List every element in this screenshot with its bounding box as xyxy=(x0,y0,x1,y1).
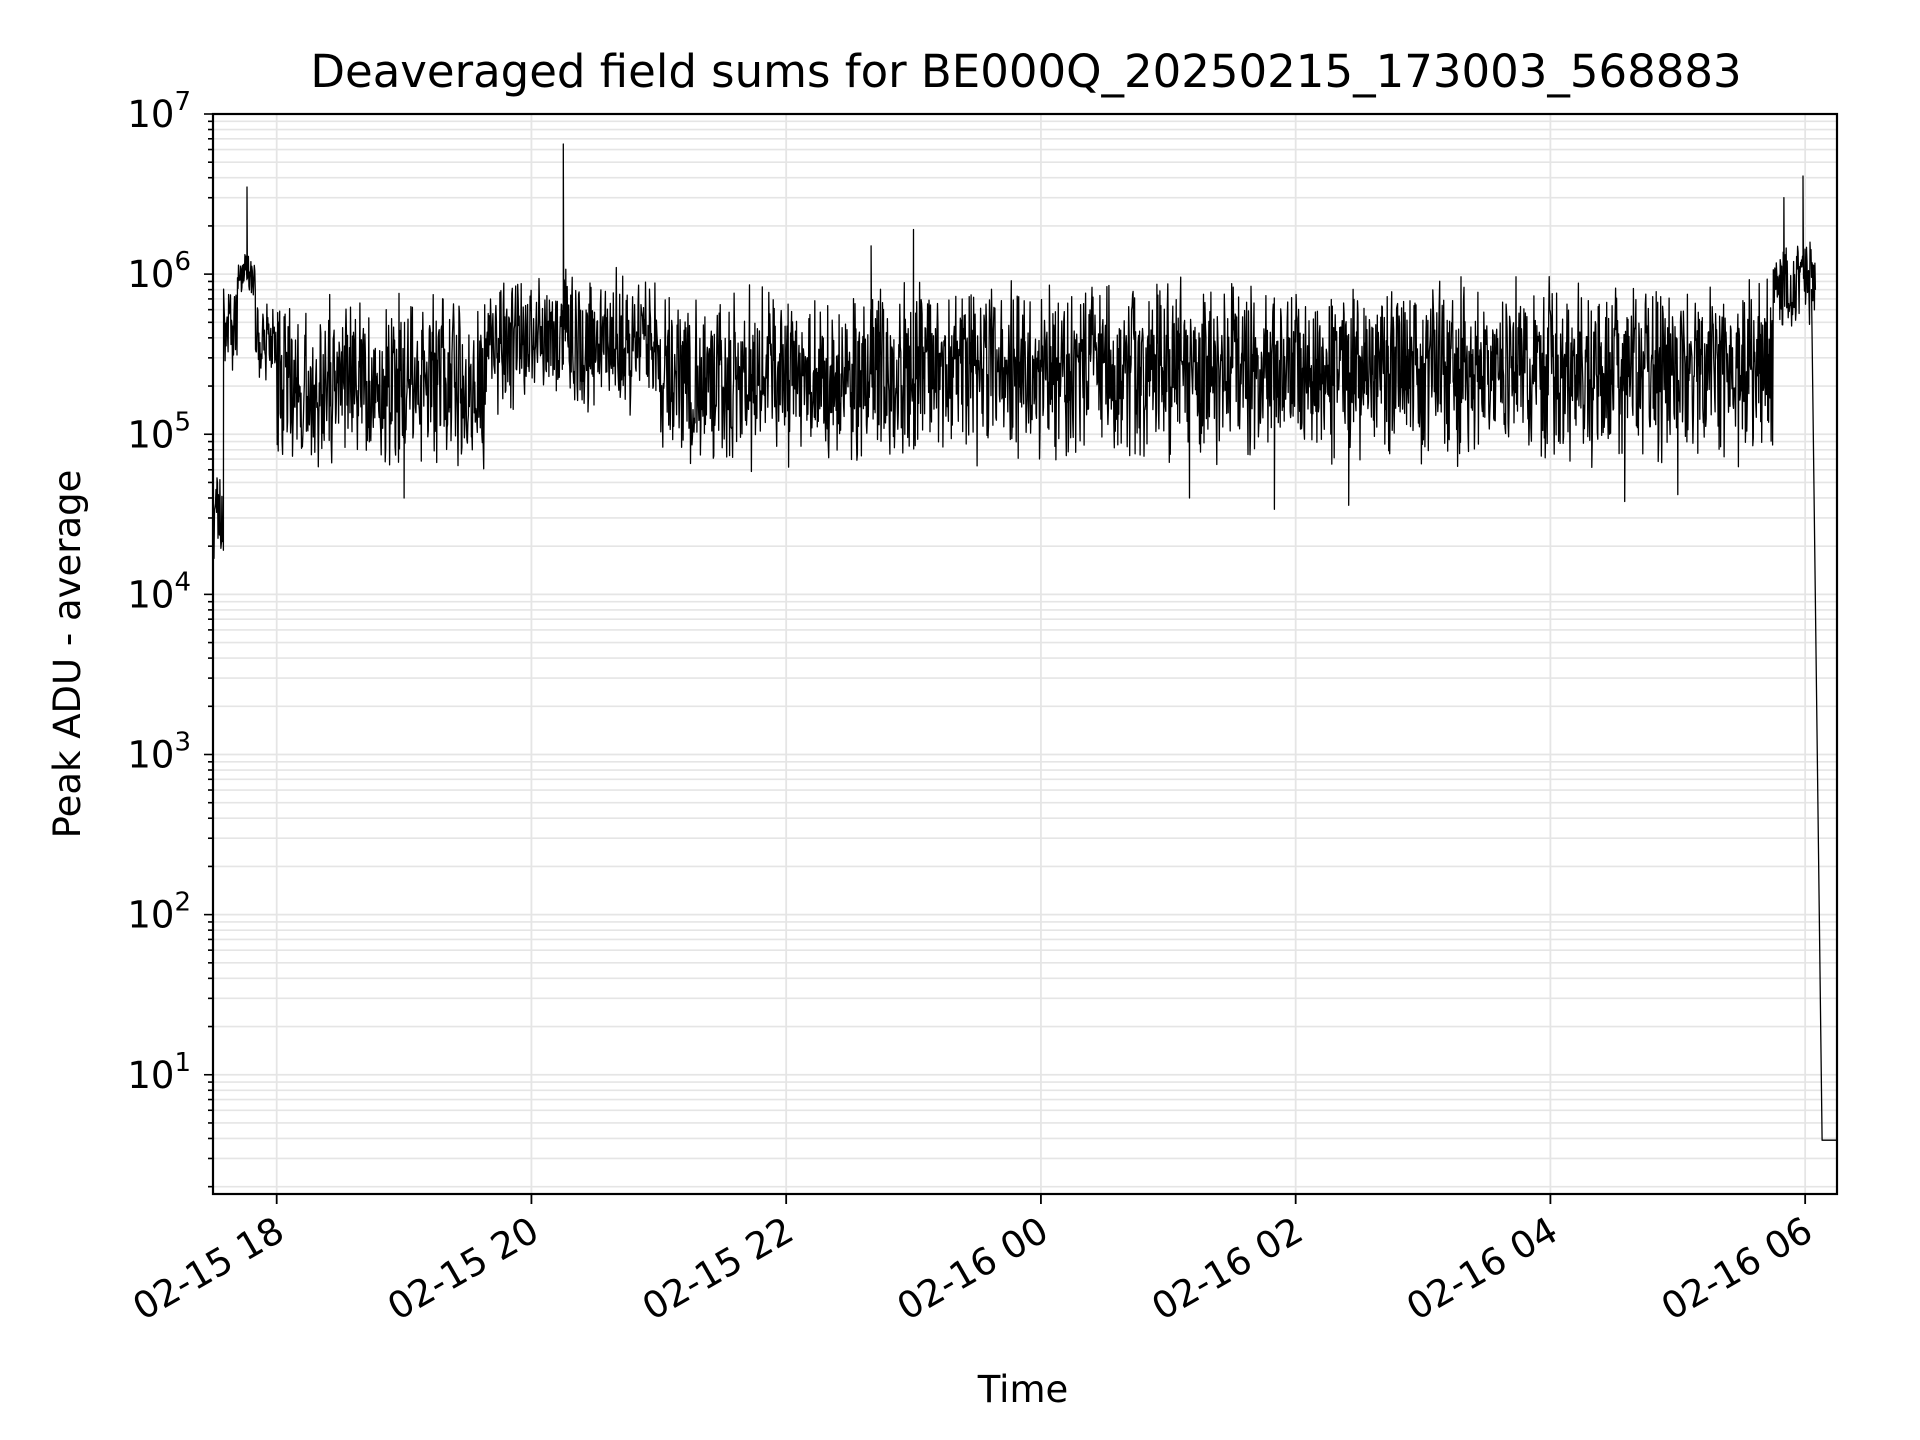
y-tick-label: 102 xyxy=(127,888,191,937)
plot-frame xyxy=(211,112,1839,1196)
y-tick-exponent: 7 xyxy=(174,87,191,117)
y-tick-base: 10 xyxy=(127,894,174,937)
y-axis-label: Peak ADU - average xyxy=(46,470,89,839)
y-tick-exponent: 2 xyxy=(174,888,191,918)
data-layer xyxy=(212,143,1837,1141)
y-tick-exponent: 5 xyxy=(174,407,191,437)
y-tick-exponent: 6 xyxy=(174,247,191,277)
y-tick-label: 101 xyxy=(127,1048,191,1097)
chart-title: Deaveraged field sums for BE000Q_2025021… xyxy=(310,45,1741,98)
y-tick-label: 104 xyxy=(127,567,191,616)
y-tick-base: 10 xyxy=(127,253,174,296)
y-tick-label: 106 xyxy=(127,247,191,296)
y-tick-label: 105 xyxy=(127,407,191,456)
y-tick-label: 107 xyxy=(127,87,191,136)
y-tick-base: 10 xyxy=(127,93,174,136)
x-axis-label: Time xyxy=(977,1368,1069,1411)
series-line xyxy=(212,143,1837,1141)
y-tick-exponent: 4 xyxy=(174,567,191,597)
y-tick-label: 103 xyxy=(127,728,191,777)
y-tick-base: 10 xyxy=(127,1054,174,1097)
y-tick-base: 10 xyxy=(127,734,174,777)
y-tick-exponent: 3 xyxy=(174,728,191,758)
y-tick-base: 10 xyxy=(127,573,174,616)
y-tick-base: 10 xyxy=(127,413,174,456)
y-tick-exponent: 1 xyxy=(174,1048,191,1078)
